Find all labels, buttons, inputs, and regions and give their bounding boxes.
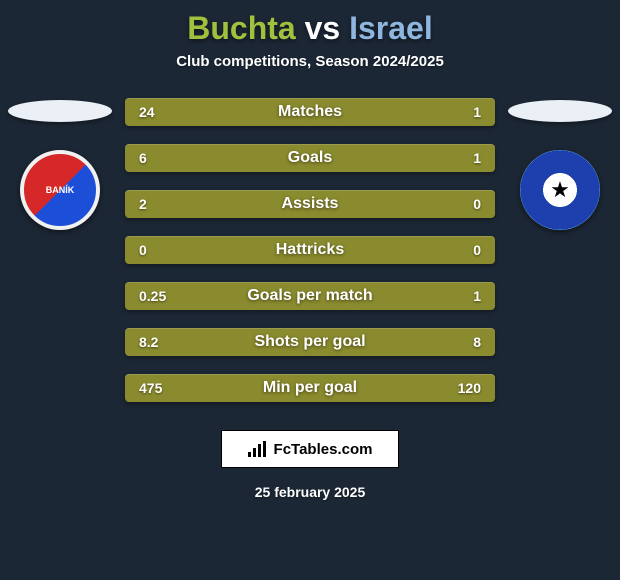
crest-left-text: BANÍK xyxy=(46,185,75,195)
stat-value-left: 6 xyxy=(125,150,181,166)
date-stamp: 25 february 2025 xyxy=(0,484,620,500)
stat-value-right: 0 xyxy=(439,242,495,258)
stat-label: Goals per match xyxy=(181,287,439,305)
comparison-stage: BANÍK ★ 24Matches16Goals12Assists00Hattr… xyxy=(0,94,620,402)
player-silhouette-shadow xyxy=(508,100,612,122)
stat-label: Min per goal xyxy=(181,379,439,397)
right-player-column: ★ xyxy=(500,94,620,230)
stat-value-right: 120 xyxy=(439,380,495,396)
star-icon: ★ xyxy=(550,177,570,203)
club-crest-banik: BANÍK xyxy=(20,150,100,230)
stat-value-right: 8 xyxy=(439,334,495,350)
brand-text: FcTables.com xyxy=(274,441,373,458)
player-silhouette-shadow xyxy=(8,100,112,122)
stat-row: 0Hattricks0 xyxy=(125,236,495,264)
stat-row: 0.25Goals per match1 xyxy=(125,282,495,310)
title-player1: Buchta xyxy=(187,10,295,46)
stat-value-right: 0 xyxy=(439,196,495,212)
stat-value-right: 1 xyxy=(439,150,495,166)
stat-label: Shots per goal xyxy=(181,333,439,351)
subtitle: Club competitions, Season 2024/2025 xyxy=(0,53,620,70)
stat-label: Goals xyxy=(181,149,439,167)
stat-value-left: 475 xyxy=(125,380,181,396)
page-title: Buchta vs Israel xyxy=(0,0,620,47)
stat-value-left: 2 xyxy=(125,196,181,212)
stat-value-right: 1 xyxy=(439,104,495,120)
stat-row: 2Assists0 xyxy=(125,190,495,218)
stats-table: 24Matches16Goals12Assists00Hattricks00.2… xyxy=(125,94,495,402)
stat-label: Assists xyxy=(181,195,439,213)
stat-value-left: 0 xyxy=(125,242,181,258)
stat-row: 6Goals1 xyxy=(125,144,495,172)
club-crest-sigma: ★ xyxy=(520,150,600,230)
bar-chart-icon xyxy=(248,441,266,457)
title-separator: vs xyxy=(305,10,341,46)
stat-label: Matches xyxy=(181,103,439,121)
stat-value-right: 1 xyxy=(439,288,495,304)
stat-value-left: 24 xyxy=(125,104,181,120)
stat-row: 8.2Shots per goal8 xyxy=(125,328,495,356)
title-player2: Israel xyxy=(349,10,433,46)
comparison-card: Buchta vs Israel Club competitions, Seas… xyxy=(0,0,620,580)
stat-row: 475Min per goal120 xyxy=(125,374,495,402)
stat-label: Hattricks xyxy=(181,241,439,259)
brand-badge: FcTables.com xyxy=(221,430,399,468)
stat-value-left: 0.25 xyxy=(125,288,181,304)
left-player-column: BANÍK xyxy=(0,94,120,230)
stat-value-left: 8.2 xyxy=(125,334,181,350)
stat-row: 24Matches1 xyxy=(125,98,495,126)
